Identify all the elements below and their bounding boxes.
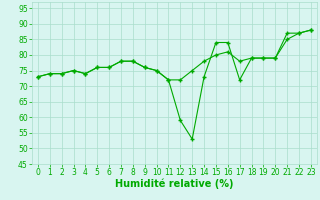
X-axis label: Humidité relative (%): Humidité relative (%) <box>115 179 234 189</box>
